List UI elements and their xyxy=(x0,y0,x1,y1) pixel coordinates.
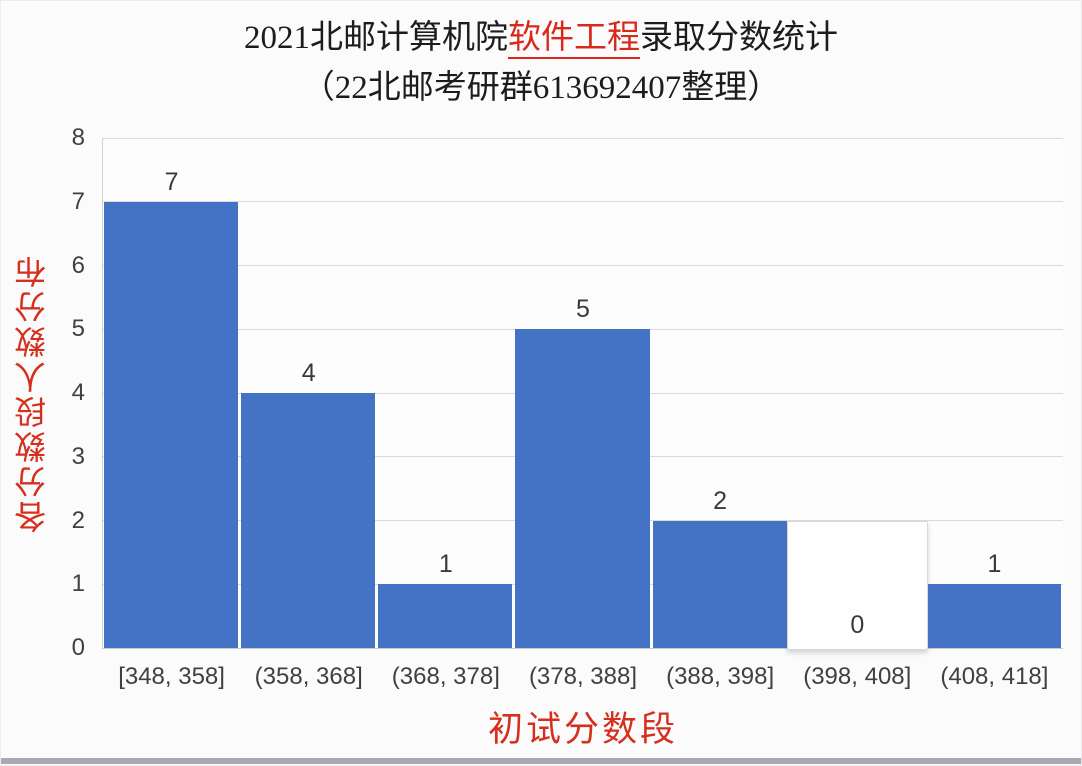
bar-value-label: 2 xyxy=(713,486,728,515)
bar xyxy=(926,584,1061,648)
bar-slot: 0 xyxy=(786,138,928,650)
bar-value-label: 4 xyxy=(301,359,316,387)
bar-value-label: 5 xyxy=(576,295,590,324)
x-tick-label: (368, 378] xyxy=(391,663,500,690)
x-tick-label: (358, 368] xyxy=(254,663,363,690)
bar-slot: 5 xyxy=(514,138,651,648)
x-axis-title: 初试分数段 xyxy=(487,710,678,749)
x-tick-label: [348, 358] xyxy=(118,663,225,690)
x-tick-label: (398, 408] xyxy=(803,663,912,690)
gridline xyxy=(103,265,1063,266)
y-tick-label: 3 xyxy=(71,442,85,470)
bar-value-label: 7 xyxy=(164,167,179,196)
bar-slot: 1 xyxy=(926,138,1063,648)
y-tick-label: 4 xyxy=(71,379,85,406)
y-axis-ticks: 0 1 2 3 4 5 6 7 8 xyxy=(1,126,91,660)
gridline xyxy=(103,201,1063,203)
y-tick-label: 1 xyxy=(71,570,85,598)
y-tick-label: 2 xyxy=(71,506,85,534)
bar-value-label: 1 xyxy=(987,550,1002,579)
bar xyxy=(378,584,513,648)
y-axis-line xyxy=(102,138,103,648)
y-tick-label: 6 xyxy=(71,251,85,279)
bar-slot: 2 xyxy=(652,138,789,648)
y-tick-label: 7 xyxy=(71,187,85,215)
bar xyxy=(104,201,239,648)
bar-value-label: 1 xyxy=(438,550,453,579)
plot-area: 7 4 1 5 2 0 1 xyxy=(102,137,1063,650)
chart-title: 2021北邮计算机院软件工程录取分数统计 xyxy=(1,13,1081,63)
bar-slot: 4 xyxy=(240,138,377,648)
chart-title-highlight: 软件工程 xyxy=(508,20,640,59)
gridline xyxy=(103,137,1063,139)
bar-slot: 1 xyxy=(377,138,514,648)
x-tick-label: (408, 418] xyxy=(940,663,1049,690)
bar-value-label: 0 xyxy=(850,611,865,639)
bar xyxy=(515,329,650,648)
bar xyxy=(652,520,787,648)
chart-title-prefix: 2021北邮计算机院 xyxy=(244,20,508,56)
bar xyxy=(241,393,376,648)
chart-title-block: 2021北邮计算机院软件工程录取分数统计 （22北邮考研群613692407整理… xyxy=(1,13,1081,113)
y-tick-label: 8 xyxy=(71,124,85,151)
x-tick-label: (388, 398] xyxy=(666,663,775,690)
bar-slot: 7 xyxy=(103,138,240,648)
x-axis-labels: [348, 358] (358, 368] (368, 378] (378, 388]… xyxy=(103,663,1063,691)
y-tick-label: 0 xyxy=(71,634,85,661)
bars-row: 7 4 1 5 2 0 1 xyxy=(103,138,1063,650)
chart-title-suffix: 录取分数统计 xyxy=(640,20,838,56)
zero-value-box xyxy=(786,520,928,650)
chart-subtitle: （22北邮考研群613692407整理） xyxy=(301,70,781,106)
y-tick-label: 5 xyxy=(71,315,85,343)
bottom-strip xyxy=(1,758,1081,764)
x-tick-label: (378, 388] xyxy=(528,663,638,690)
x-axis-line xyxy=(102,648,1063,649)
